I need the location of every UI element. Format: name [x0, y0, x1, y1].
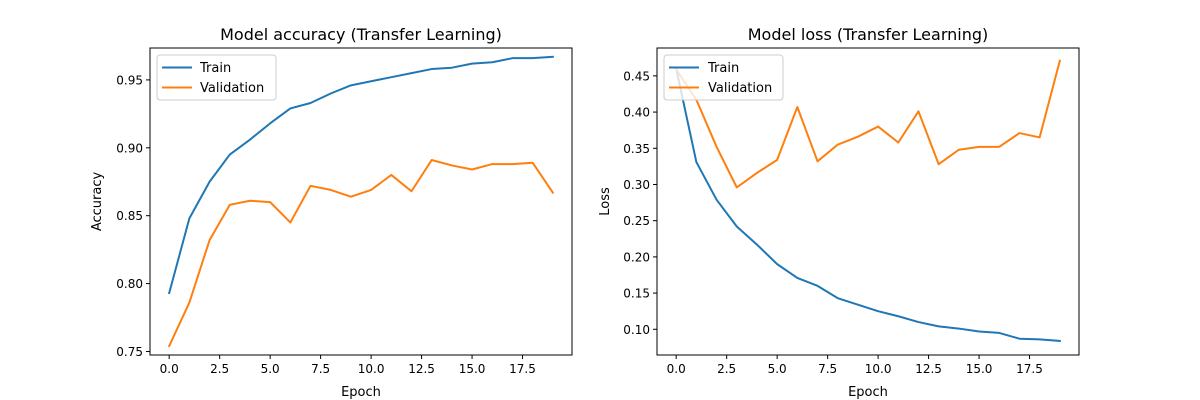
loss-y-tick-label: 0.20: [623, 250, 650, 264]
accuracy-series-validation-line: [167, 159, 555, 348]
accuracy-y-tick-label: 0.80: [116, 277, 143, 291]
accuracy-x-tick-label: 10.0: [358, 362, 385, 376]
accuracy-x-tick-label: 15.0: [459, 362, 486, 376]
accuracy-chart-title: Model accuracy (Transfer Learning): [220, 25, 502, 44]
loss-axes-frame: [656, 47, 1080, 356]
accuracy-y-tick-label: 0.95: [116, 73, 143, 87]
accuracy-x-axis-label: Epoch: [341, 385, 381, 400]
accuracy-x-tick-label: 17.5: [509, 362, 536, 376]
accuracy-x-tick-label: 7.5: [311, 362, 330, 376]
accuracy-legend: Train Validation: [156, 54, 277, 101]
loss-legend-box: [663, 54, 784, 101]
accuracy-x-tick-label: 0.0: [160, 362, 179, 376]
loss-x-tick-label: 5.0: [768, 362, 787, 376]
accuracy-legend-train-label: Train: [199, 61, 231, 76]
accuracy-x-tick-label: 5.0: [261, 362, 280, 376]
loss-y-tick-label: 0.10: [623, 323, 650, 337]
loss-y-tick-label: 0.15: [623, 287, 650, 301]
loss-x-tick-label: 0.0: [667, 362, 686, 376]
loss-x-tick-label: 7.5: [818, 362, 837, 376]
accuracy-x-tick-label: 2.5: [210, 362, 229, 376]
accuracy-legend-box: [156, 54, 277, 101]
loss-x-tick-label: 2.5: [717, 362, 736, 376]
loss-y-tick-label: 0.25: [623, 214, 650, 228]
loss-series-train-line: [674, 67, 1061, 342]
loss-series-validation-line: [674, 59, 1062, 189]
loss-y-tick-label: 0.30: [623, 178, 650, 192]
accuracy-y-axis: 0.75 0.80 0.85 0.90 0.95: [116, 73, 150, 359]
loss-plot-area: [674, 59, 1062, 342]
accuracy-legend-validation-label: Validation: [200, 81, 264, 96]
loss-legend-validation-label: Validation: [708, 81, 772, 96]
accuracy-y-tick-label: 0.85: [116, 209, 143, 223]
accuracy-chart: Model accuracy (Transfer Learning) 0.0 2.…: [90, 25, 573, 400]
loss-y-tick-label: 0.45: [623, 69, 650, 83]
accuracy-series-train-line: [167, 55, 554, 295]
accuracy-x-axis: 0.0 2.5 5.0 7.5 10.0 12.5 15.0 17.5: [160, 355, 536, 376]
loss-chart: Model loss (Transfer Learning) 0.0 2.5 5.0…: [598, 25, 1080, 400]
loss-y-tick-label: 0.35: [623, 142, 650, 156]
accuracy-x-tick-label: 12.5: [408, 362, 435, 376]
accuracy-plot-area: [167, 55, 555, 348]
loss-chart-title: Model loss (Transfer Learning): [748, 25, 988, 44]
loss-y-axis: 0.10 0.15 0.20 0.25 0.30 0.35 0.40 0.45: [623, 69, 657, 337]
loss-x-tick-label: 12.5: [915, 362, 942, 376]
accuracy-y-axis-label: Accuracy: [90, 172, 105, 232]
accuracy-y-tick-label: 0.90: [116, 141, 143, 155]
accuracy-y-tick-label: 0.75: [116, 345, 143, 359]
accuracy-axes-frame: [149, 47, 573, 356]
loss-y-axis-label: Loss: [598, 187, 613, 216]
loss-y-tick-label: 0.40: [623, 106, 650, 120]
loss-x-tick-label: 15.0: [966, 362, 993, 376]
loss-legend-train-label: Train: [707, 61, 739, 76]
loss-x-axis-label: Epoch: [848, 385, 888, 400]
loss-legend: Train Validation: [663, 54, 784, 101]
loss-x-axis: 0.0 2.5 5.0 7.5 10.0 12.5 15.0 17.5: [667, 355, 1043, 376]
loss-x-tick-label: 10.0: [865, 362, 892, 376]
loss-x-tick-label: 17.5: [1016, 362, 1043, 376]
